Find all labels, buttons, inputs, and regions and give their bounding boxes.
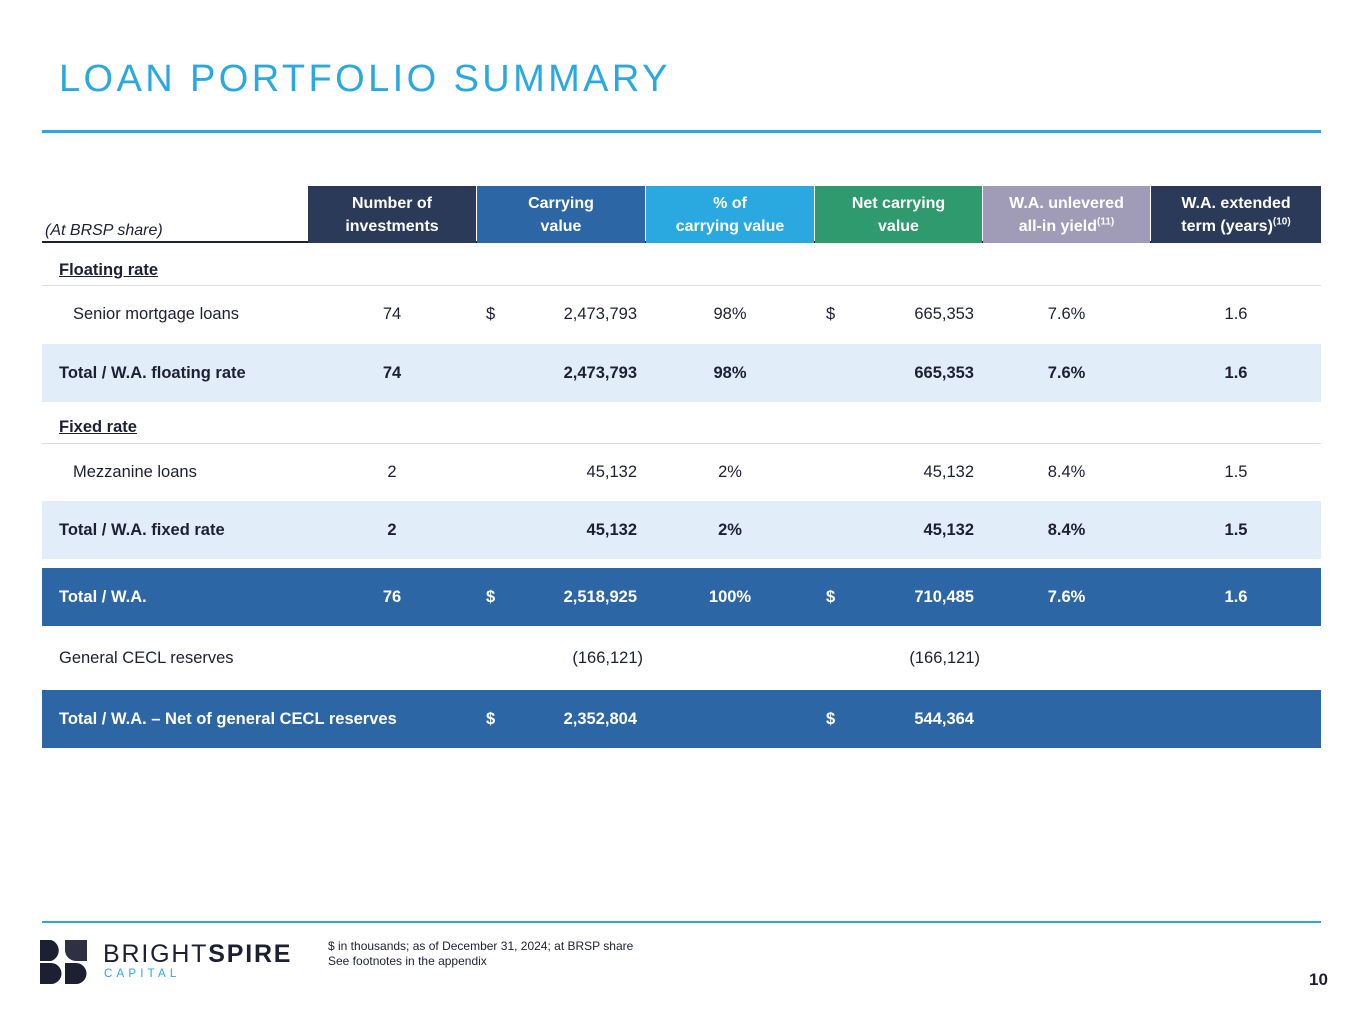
row-label: Mezzanine loans (73, 462, 197, 481)
row-label: Total / W.A. fixed rate (59, 520, 225, 539)
cell-term: 1.5 (1224, 520, 1248, 539)
table-row-total-wa: Total / W.A. 76 $ 2,518,925 100% $ 710,4… (42, 568, 1321, 626)
cell-term: 1.5 (1224, 462, 1248, 481)
table-row-total-floating: Total / W.A. floating rate 74 2,473,793 … (42, 344, 1321, 402)
row-label: Total / W.A. floating rate (59, 363, 246, 382)
header-net-carrying-value: Net carrying value (815, 186, 982, 243)
brand-subtitle: CAPITAL (104, 968, 181, 980)
row-label: Senior mortgage loans (73, 305, 240, 323)
cell-carrying-value: 45,132 (586, 520, 637, 539)
footnote: $ in thousands; as of December 31, 2024;… (328, 939, 633, 968)
cell-count: 2 (387, 462, 397, 481)
title-divider (42, 130, 1321, 133)
header-term-footnote: (10) (1272, 216, 1291, 228)
header-yield-line1: W.A. unlevered (1009, 194, 1124, 212)
header-carrying-line2: value (540, 217, 582, 235)
floating-rate-label: Floating rate (59, 260, 159, 279)
brightspire-logo-icon (40, 940, 87, 984)
cell-dollar-sign: $ (826, 709, 836, 728)
table-row-senior-mortgage: Senior mortgage loans 74 $ 2,473,793 98%… (42, 286, 1321, 343)
cell-carrying-value: 45,132 (586, 462, 637, 481)
cell-count: 74 (382, 363, 402, 382)
cell-dollar-sign: $ (826, 587, 836, 606)
header-term-line1: W.A. extended (1181, 194, 1291, 212)
brand-name-bold: SPIRE (208, 940, 293, 968)
cell-term: 1.6 (1224, 587, 1248, 606)
header-yield-line2: all-in yield (1018, 217, 1097, 235)
footnote-line-2: See footnotes in the appendix (328, 953, 487, 968)
header-yield-footnote: (11) (1097, 216, 1115, 228)
page-number: 10 (1309, 970, 1328, 989)
cell-carrying-value: (166,121) (572, 648, 643, 667)
header-carrying-line1: Carrying (528, 194, 594, 212)
brand-name: BRIGHTSPIRE (103, 940, 292, 969)
row-divider (42, 443, 1321, 444)
row-label: Total / W.A. – Net of general CECL reser… (59, 709, 397, 728)
cell-pct: 98% (713, 305, 747, 323)
header-wa-extended-term: W.A. extended term (years)(10) (1151, 186, 1321, 243)
brand-name-light: BRIGHT (103, 940, 209, 968)
header-net-line2: value (878, 217, 919, 235)
footer-divider (42, 921, 1321, 923)
fixed-rate-label: Fixed rate (59, 417, 137, 436)
table-row-net-of-cecl: Total / W.A. – Net of general CECL reser… (42, 690, 1321, 748)
cell-yield: 7.6% (1047, 305, 1086, 323)
floating-rate-section: Floating rate (42, 256, 1321, 284)
cell-net-carrying-value: 45,132 (923, 462, 974, 481)
header-pct-line2: carrying value (675, 217, 785, 235)
table-row-mezzanine: Mezzanine loans 2 45,132 2% 45,132 8.4% … (42, 444, 1321, 500)
header-net-line1: Net carrying (851, 194, 946, 212)
cell-pct: 2% (718, 462, 742, 481)
row-label: General CECL reserves (59, 648, 234, 667)
header-carrying-value: Carrying value (477, 186, 645, 243)
share-label: (At BRSP share) (45, 222, 163, 239)
header-pct-carrying-value: % of carrying value (646, 186, 814, 243)
header-term-line2: term (years) (1181, 217, 1273, 235)
table-row-total-fixed: Total / W.A. fixed rate 2 45,132 2% 45,1… (42, 501, 1321, 559)
cell-term: 1.6 (1224, 305, 1248, 323)
row-divider (42, 285, 1321, 286)
cell-count: 2 (387, 520, 397, 539)
cell-net-carrying-value: 665,353 (914, 363, 974, 382)
cell-pct: 100% (708, 587, 752, 606)
cell-net-carrying-value: 544,364 (914, 709, 974, 728)
cell-dollar-sign: $ (486, 305, 496, 323)
cell-yield: 7.6% (1047, 363, 1086, 382)
footnote-line-1: $ in thousands; as of December 31, 2024;… (328, 939, 634, 953)
header-wa-unlevered-yield: W.A. unlevered all-in yield(11) (983, 186, 1150, 243)
cell-count: 76 (382, 587, 402, 606)
cell-pct: 2% (718, 520, 742, 539)
cell-dollar-sign: $ (486, 709, 496, 728)
cell-dollar-sign: $ (486, 587, 496, 606)
cell-term: 1.6 (1224, 363, 1248, 382)
fixed-rate-section: Fixed rate (42, 412, 1321, 442)
cell-yield: 7.6% (1047, 587, 1086, 606)
cell-net-carrying-value: 45,132 (923, 520, 974, 539)
cell-dollar-sign: $ (826, 305, 836, 323)
cell-carrying-value: 2,352,804 (563, 709, 637, 728)
row-label: Total / W.A. (59, 587, 147, 606)
cell-net-carrying-value: 710,485 (914, 587, 974, 606)
cell-net-carrying-value: 665,353 (914, 305, 974, 323)
header-pct-line1: % of (713, 194, 747, 212)
cell-net-carrying-value: (166,121) (909, 648, 980, 667)
cell-yield: 8.4% (1047, 520, 1086, 539)
page-title: LOAN PORTFOLIO SUMMARY (59, 58, 671, 100)
cell-count: 74 (382, 305, 402, 323)
cell-pct: 98% (713, 363, 747, 382)
header-investments-line2: investments (345, 217, 439, 235)
header-number-of-investments: Number of investments (308, 186, 476, 243)
cell-carrying-value: 2,473,793 (563, 305, 637, 323)
cell-yield: 8.4% (1047, 462, 1086, 481)
table-row-cecl-reserves: General CECL reserves (166,121) (166,121… (42, 630, 1321, 686)
cell-carrying-value: 2,518,925 (563, 587, 637, 606)
header-investments-line1: Number of (352, 194, 432, 212)
cell-carrying-value: 2,473,793 (563, 363, 637, 382)
